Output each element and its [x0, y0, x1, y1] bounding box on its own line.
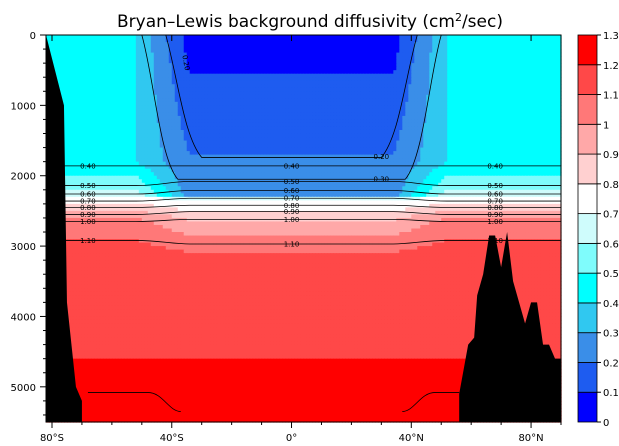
x-tick-label: 40°N	[399, 433, 424, 444]
colorbar-label: 0.9	[603, 150, 619, 161]
contour-label-1.00: 1.00	[487, 218, 503, 226]
contour-label-0.30: 0.30	[374, 176, 390, 184]
colorbar-swatch	[578, 333, 597, 363]
colorbar-label: 0.6	[603, 239, 619, 250]
colorbar-label: 0.8	[603, 180, 619, 191]
colorbar-label: 0.4	[603, 299, 619, 310]
colorbar-label: 1	[603, 120, 609, 131]
colorbar-label: 0.3	[603, 329, 619, 340]
y-tick-label: 5000	[11, 383, 36, 394]
colorbar: 1.3 1.2 1.1 1 0.9 0.8 0.7 0.6 0.5 0.4 0.3 0.2 0.1 0	[578, 31, 619, 429]
x-tick-label: 80°S	[40, 433, 64, 444]
colorbar-swatch	[578, 154, 597, 184]
chart-title: Bryan–Lewis background diffusivity (cm2/…	[117, 11, 503, 32]
colorbar-label: 0.7	[603, 210, 619, 221]
contour-label-0.50: 0.50	[80, 182, 96, 190]
colorbar-label: 1.3	[603, 31, 619, 42]
x-tick-label: 40°S	[160, 433, 184, 444]
colorbar-label: 1.1	[603, 91, 619, 102]
contour-label-0.40: 0.40	[487, 162, 503, 170]
x-tick-label: 80°N	[518, 433, 543, 444]
colorbar-label: 0	[603, 418, 609, 429]
contour-label-1.10: 1.10	[80, 237, 96, 245]
contour-label-0.40: 0.40	[284, 162, 300, 170]
plot-area: 0.40 0.40 0.400.500.500.500.60 0.60 0.600.70…	[46, 35, 562, 423]
y-axis: 0 1000 2000 3000 4000 5000	[11, 31, 46, 415]
colorbar-label: 0.2	[603, 358, 619, 369]
colorbar-swatch	[578, 35, 597, 65]
colorbar-swatch	[578, 243, 597, 273]
y-tick-label: 4000	[11, 312, 36, 323]
colorbar-swatch	[578, 273, 597, 303]
colorbar-swatch	[578, 65, 597, 95]
contour-label-1.10: 1.10	[284, 240, 300, 248]
colorbar-swatch	[578, 124, 597, 154]
y-tick-label: 2000	[11, 172, 36, 183]
y-tick-label: 0	[30, 31, 36, 42]
colorbar-swatch	[578, 184, 597, 214]
contour-label-0.50: 0.50	[487, 182, 503, 190]
contour-label-1.10: 1.10	[487, 237, 503, 245]
y-tick-label: 3000	[11, 242, 36, 253]
colorbar-label: 1.2	[603, 61, 619, 72]
y-tick-label: 1000	[11, 101, 36, 112]
x-tick-label: 0°	[286, 433, 297, 444]
contour-label-0.20: 0.20	[374, 153, 390, 161]
contour-label-1.00: 1.00	[284, 216, 300, 224]
contour-label-0.40: 0.40	[80, 162, 96, 170]
contour-label-1.00: 1.00	[80, 218, 96, 226]
colorbar-label: 0.1	[603, 388, 619, 399]
colorbar-swatch	[578, 303, 597, 333]
colorbar-swatch	[578, 214, 597, 244]
colorbar-label: 0.5	[603, 269, 619, 280]
colorbar-swatch	[578, 95, 597, 125]
colorbar-swatch	[578, 362, 597, 392]
colorbar-swatch	[578, 392, 597, 422]
